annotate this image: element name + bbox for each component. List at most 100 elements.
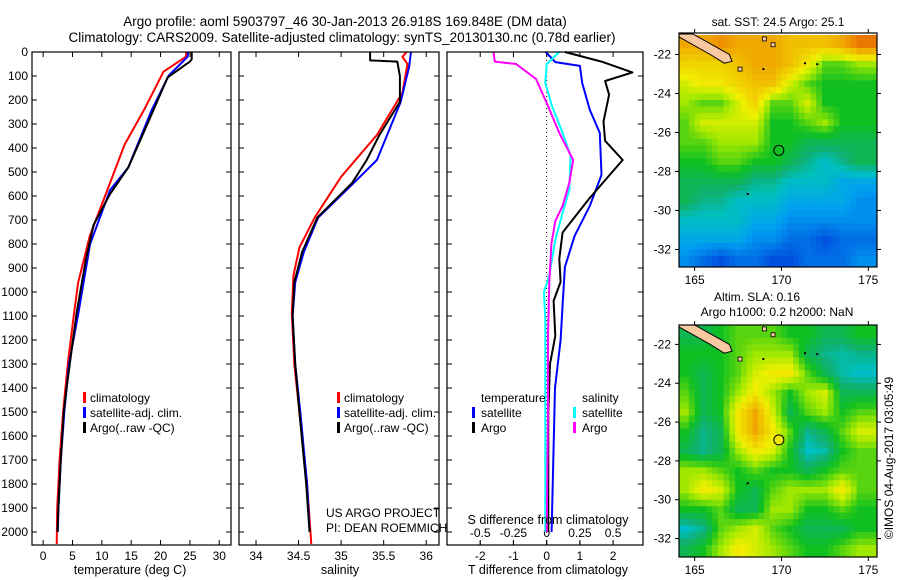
heatmap-cell	[827, 106, 835, 114]
heatmap-cell	[822, 422, 829, 430]
heatmap-cell	[850, 350, 858, 358]
heatmap-cell	[775, 551, 783, 557]
heatmap-cell	[769, 73, 777, 81]
heatmap-cell	[740, 396, 748, 404]
heatmap-cell	[735, 558, 741, 565]
heatmap-cell	[862, 389, 869, 397]
heatmap-cell	[862, 47, 869, 55]
heatmap-cell	[712, 190, 719, 198]
heatmap-cell	[683, 473, 690, 481]
heatmap-cell	[746, 370, 754, 378]
s-difference-axis-label: S difference from climatology	[468, 513, 630, 527]
heatmap-cell	[781, 249, 788, 257]
heatmap-cell	[746, 60, 754, 68]
heatmap-cell	[833, 184, 840, 192]
x-tick-label: 2	[610, 549, 617, 563]
x-tick-label: 35.5	[372, 549, 396, 563]
heatmap-cell	[787, 538, 794, 546]
sla-map-subtitle: Argo h1000: 0.2 h2000: NaN	[701, 305, 854, 319]
heatmap-cell	[793, 112, 800, 120]
heatmap-cell	[833, 119, 840, 127]
heatmap-cell	[822, 35, 829, 43]
heatmap-cell	[862, 60, 869, 68]
heatmap-cell	[839, 325, 846, 333]
heatmap-cell	[679, 190, 684, 198]
heatmap-cell	[839, 538, 846, 546]
heatmap-cell	[839, 67, 846, 75]
heatmap-cell	[688, 255, 696, 263]
heatmap-cell	[816, 435, 823, 443]
heatmap-cell	[735, 448, 742, 456]
heatmap-cell	[729, 132, 736, 140]
heatmap-cell	[839, 54, 846, 62]
heatmap-cell	[874, 106, 877, 114]
heatmap-cell	[740, 460, 748, 468]
heatmap-cell	[810, 506, 817, 514]
heatmap-cell	[781, 551, 788, 557]
heatmap-cell	[793, 236, 800, 244]
heatmap-cell	[862, 112, 869, 120]
heatmap-cell	[723, 441, 730, 449]
heatmap-cell	[845, 132, 852, 140]
heatmap-cell	[850, 331, 858, 339]
heatmap-cell	[839, 242, 846, 250]
heatmap-cell	[679, 93, 684, 101]
heatmap-cell	[706, 467, 713, 475]
heatmap-cell	[752, 422, 759, 430]
heatmap-cell	[694, 242, 701, 250]
heatmap-cell	[706, 197, 713, 205]
heatmap-cell	[729, 236, 736, 244]
heatmap-cell	[717, 363, 725, 371]
heatmap-cell	[769, 538, 777, 546]
heatmap-cell	[769, 249, 777, 257]
heatmap-cell	[729, 389, 736, 397]
heatmap-cell	[729, 138, 736, 146]
heatmap-cell	[827, 184, 835, 192]
heatmap-cell	[688, 223, 696, 231]
heatmap-cell	[700, 262, 707, 267]
heatmap-cell	[758, 106, 765, 114]
heatmap-cell	[775, 67, 783, 75]
heatmap-cell	[833, 229, 840, 237]
heatmap-cell	[862, 357, 869, 365]
heatmap-cell	[822, 112, 829, 120]
heatmap-cell	[688, 41, 696, 49]
heatmap-cell	[793, 223, 800, 231]
heatmap-cell	[729, 119, 736, 127]
heatmap-cell	[735, 132, 742, 140]
heatmap-cell	[688, 532, 696, 540]
land-islet	[762, 68, 765, 71]
heatmap-cell	[723, 242, 730, 250]
heatmap-cell	[683, 242, 690, 250]
heatmap-cell	[712, 383, 719, 391]
heatmap-cell	[683, 480, 690, 488]
heatmap-cell	[706, 448, 713, 456]
heatmap-cell	[679, 551, 684, 557]
heatmap-cell	[804, 125, 811, 133]
heatmap-cell	[868, 54, 875, 62]
heatmap-cell	[706, 415, 713, 423]
heatmap-cell	[781, 262, 788, 267]
heatmap-cell	[834, 269, 840, 276]
heatmap-cell	[688, 415, 696, 423]
heatmap-cell	[688, 190, 696, 198]
heatmap-cell	[845, 41, 852, 49]
heatmap-cell	[723, 80, 730, 88]
heatmap-cell	[718, 269, 724, 276]
heatmap-cell	[810, 331, 817, 339]
heatmap-cell	[798, 486, 806, 494]
heatmap-cell	[862, 119, 869, 127]
heatmap-cell	[856, 376, 864, 384]
heatmap-cell	[775, 190, 783, 198]
heatmap-cell	[752, 106, 759, 114]
heatmap-cell	[769, 506, 777, 514]
s-tick-label: 0.5	[605, 526, 622, 540]
heatmap-cell	[752, 448, 759, 456]
heatmap-cell	[845, 480, 852, 488]
depth-tick-label: 1000	[1, 285, 28, 299]
heatmap-cell	[694, 236, 701, 244]
heatmap-cell	[839, 262, 846, 267]
heatmap-cell	[679, 73, 684, 81]
heatmap-cell	[798, 337, 806, 345]
heatmap-cell	[752, 506, 759, 514]
